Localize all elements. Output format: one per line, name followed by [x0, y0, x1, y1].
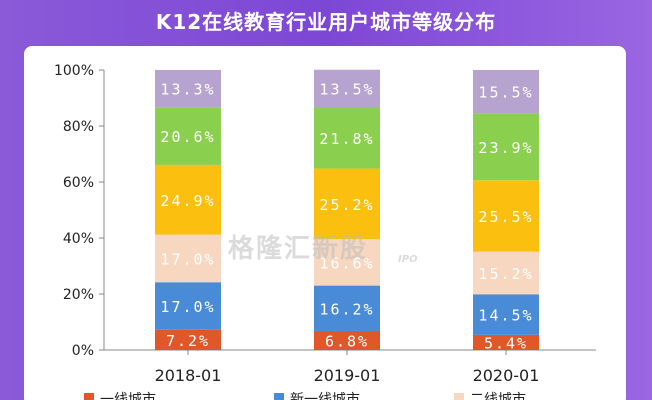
- bar-segment: [314, 107, 380, 169]
- data-label: 25.5%: [478, 208, 533, 226]
- data-label: 7.2%: [166, 332, 210, 350]
- bar-segment: [314, 168, 380, 240]
- y-tick-label: 60%: [63, 175, 94, 191]
- legend-label: 二线城市: [470, 391, 526, 400]
- x-tick-label: 2019-01: [314, 366, 381, 385]
- data-label: 23.9%: [478, 139, 533, 157]
- data-label: 14.5%: [478, 307, 533, 325]
- bar-segment: [473, 70, 539, 114]
- chart-panel: 0% 20% 40% 60% 80% 100% 7.2% 17.0% 17.0% 24.9% 20.…: [24, 46, 626, 400]
- data-label: 21.8%: [319, 130, 374, 148]
- chart-title: K12在线教育行业用户城市等级分布: [155, 10, 497, 34]
- x-tick-label: 2018-01: [155, 366, 222, 385]
- data-label: 15.2%: [478, 265, 533, 283]
- bar-segment: [155, 164, 221, 235]
- bar-segment: [155, 282, 221, 330]
- legend-label: 新一线城市: [290, 391, 360, 400]
- y-tick-label: 40%: [63, 231, 94, 247]
- bar-segment: [155, 107, 221, 165]
- legend-swatch: [84, 393, 94, 400]
- data-label: 17.0%: [160, 250, 215, 268]
- data-label: 17.0%: [160, 298, 215, 316]
- x-tick-label: 2020-01: [473, 366, 540, 385]
- bar-segment: [473, 294, 539, 335]
- data-label: 15.5%: [478, 84, 533, 102]
- data-label: 20.6%: [160, 128, 215, 146]
- bar-segment: [155, 234, 221, 283]
- data-label: 6.8%: [325, 332, 369, 350]
- y-tick-label: 100%: [54, 63, 94, 79]
- bar-segment: [314, 330, 380, 350]
- bar-segment: [314, 285, 380, 331]
- legend-label: 一线城市: [100, 391, 156, 400]
- y-tick-label: 80%: [63, 119, 94, 135]
- data-label: 13.5%: [319, 81, 374, 99]
- legend-swatch: [454, 393, 464, 400]
- bar-segment: [473, 113, 539, 181]
- data-label: 25.2%: [319, 196, 374, 214]
- data-label: 5.4%: [484, 334, 528, 352]
- stacked-bar-chart: 0% 20% 40% 60% 80% 100% 7.2% 17.0% 17.0% 24.9% 20.…: [54, 63, 596, 400]
- bar-segment: [155, 70, 221, 108]
- bar-segment: [314, 69, 380, 108]
- data-label: 16.2%: [319, 300, 374, 318]
- bar-segment: [473, 334, 539, 350]
- data-label: 16.6%: [319, 254, 374, 272]
- bar-segment: [155, 329, 221, 350]
- bar-segment: [473, 180, 539, 252]
- legend-swatch: [274, 393, 284, 400]
- bar-segment: [314, 239, 380, 286]
- y-tick-label: 0%: [72, 343, 94, 359]
- bar-segment: [473, 251, 539, 295]
- data-label: 13.3%: [160, 81, 215, 99]
- data-label: 24.9%: [160, 192, 215, 210]
- y-tick-label: 20%: [63, 287, 94, 303]
